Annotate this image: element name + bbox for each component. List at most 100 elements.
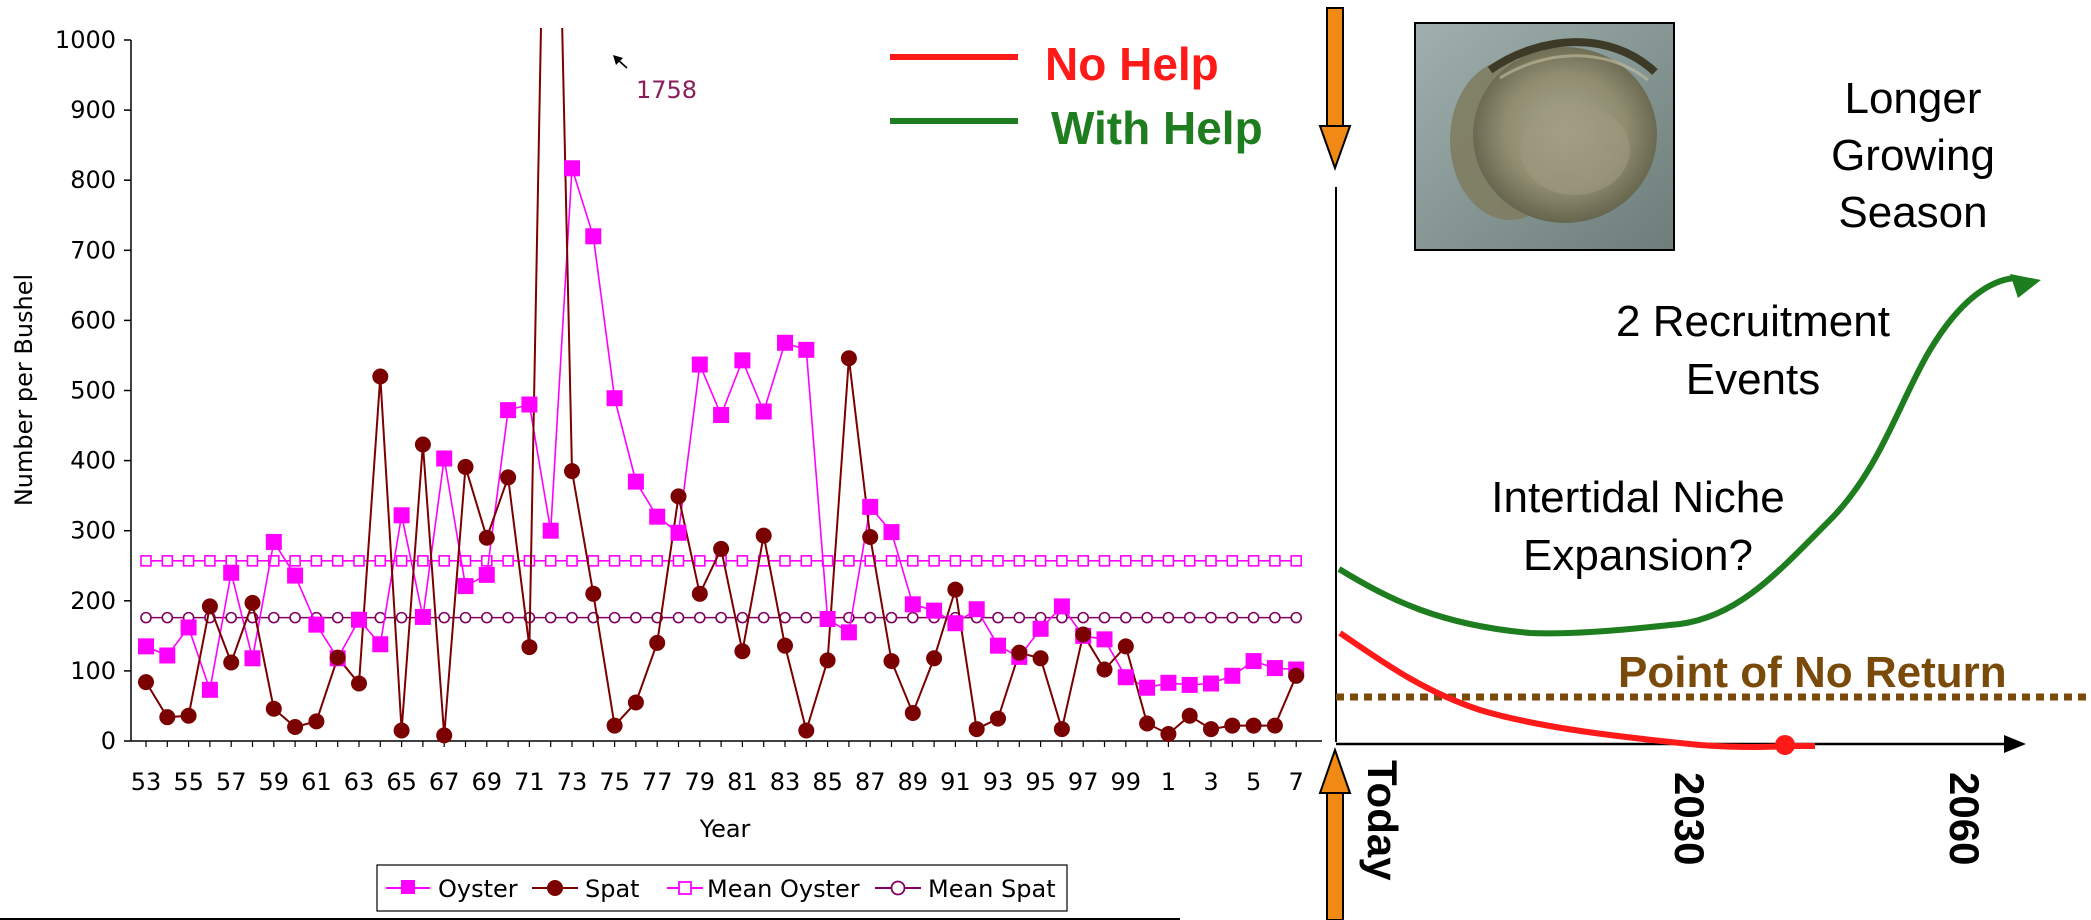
mean-spat-marker <box>331 611 344 624</box>
oyster-point <box>180 619 197 636</box>
spat-point <box>1266 717 1283 734</box>
oyster-point <box>201 681 218 698</box>
oyster-point <box>542 522 559 539</box>
mean-spat-marker <box>544 611 557 624</box>
oyster-point <box>990 637 1006 654</box>
y-tick-label: 700 <box>70 236 116 264</box>
y-tick-label: 300 <box>70 517 116 545</box>
mean-spat-marker <box>1205 611 1217 624</box>
spat-point <box>798 722 815 739</box>
mean-spat-marker <box>1269 611 1281 624</box>
spat-point <box>436 727 453 744</box>
x-tick-label: 55 <box>173 768 204 796</box>
oyster-point <box>1203 675 1219 692</box>
oyster-point <box>1224 667 1241 684</box>
mean-oyster-marker <box>246 555 259 567</box>
spat-point <box>1203 721 1219 738</box>
y-tick-label: 0 <box>101 727 116 755</box>
oyster-point <box>308 616 325 633</box>
square-marker-icon <box>401 880 415 894</box>
spat-point <box>393 722 410 739</box>
spat-point <box>585 585 602 602</box>
annotation-recruitment-line-1: 2 Recruitment <box>1616 297 1890 346</box>
oyster-point <box>627 473 644 490</box>
year-2030-label: 2030 <box>1666 772 1713 865</box>
oyster-point <box>926 602 943 619</box>
spat-point <box>1160 725 1177 742</box>
annotation-intertidal-line-2: Expansion? <box>1523 531 1753 580</box>
mean-oyster-marker <box>651 555 664 567</box>
x-axis-title: Year <box>699 815 751 843</box>
legend-label-oyster: Oyster <box>438 875 518 903</box>
chart-legend: Oyster Spat Mean Oyster Mean Spat <box>376 864 1068 912</box>
x-tick-label: 65 <box>386 768 417 796</box>
spat-point <box>564 463 580 480</box>
spat-point <box>1139 715 1156 732</box>
circle-marker-icon <box>547 880 563 896</box>
oyster-point <box>883 524 900 541</box>
y-tick-label: 800 <box>70 166 116 194</box>
x-tick-label: 79 <box>685 768 716 796</box>
with-help-curve <box>1337 275 2016 637</box>
x-tick-label: 53 <box>131 768 162 796</box>
mean-oyster-marker <box>1098 555 1111 567</box>
spat-point <box>457 458 474 475</box>
mean-oyster-marker <box>267 555 280 567</box>
y-tick-label: 200 <box>70 587 116 615</box>
spat-point <box>1245 717 1262 734</box>
mean-oyster-marker <box>1290 555 1302 567</box>
mean-oyster-marker <box>1077 555 1089 567</box>
oyster-point <box>521 396 538 413</box>
mean-spat-marker <box>757 611 770 624</box>
oyster-point <box>734 352 751 369</box>
oyster-point <box>1096 631 1113 648</box>
x-tick-label: 93 <box>983 768 1014 796</box>
mean-spat-marker <box>885 611 898 624</box>
oyster-point <box>436 450 453 467</box>
x-tick-label: 81 <box>727 768 758 796</box>
mean-oyster-marker <box>608 555 621 567</box>
oyster-point <box>1139 679 1156 696</box>
spat-point <box>670 488 687 505</box>
mean-oyster-marker <box>204 555 216 567</box>
spat-point <box>1117 638 1134 655</box>
mean-spat-marker <box>1077 611 1089 624</box>
oyster-point <box>457 578 474 595</box>
x-tick-label: 85 <box>812 768 843 796</box>
mean-oyster-marker <box>821 555 834 567</box>
oyster-point <box>414 608 431 625</box>
mean-oyster-marker <box>417 555 429 567</box>
up-arrow-icon <box>1318 746 1352 794</box>
oyster-point <box>862 498 879 515</box>
spat-point <box>372 368 389 385</box>
mean-oyster-marker <box>502 555 514 567</box>
mean-oyster-marker <box>1120 555 1132 567</box>
spat-point <box>1011 644 1028 661</box>
mean-oyster-marker <box>1013 555 1026 567</box>
mean-oyster-marker <box>544 555 557 567</box>
spat-point <box>478 529 495 546</box>
oyster-point <box>159 647 176 664</box>
mean-oyster-marker <box>843 555 855 567</box>
spike-annotation: 1758 <box>613 55 697 104</box>
mean-oyster-marker <box>587 555 600 567</box>
x-tick-label: 95 <box>1025 768 1056 796</box>
oyster-point <box>649 508 666 525</box>
spat-point <box>840 350 857 367</box>
legend-item-oyster: Oyster <box>386 875 518 903</box>
x-tick-label: 61 <box>301 768 332 796</box>
oyster-point <box>244 650 261 667</box>
mean-spat-marker <box>566 611 578 624</box>
legend-label-mean-spat: Mean Spat <box>928 875 1056 903</box>
annotation-season-line-2: Growing <box>1831 131 1995 180</box>
y-tick-labels: 0 100 200 300 400 500 600 700 800 900 1000 <box>55 26 131 755</box>
oyster-point <box>798 341 815 358</box>
spat-point <box>287 718 304 735</box>
mean-oyster-marker <box>1056 555 1068 567</box>
spat-point <box>180 707 197 724</box>
spat-point <box>1053 721 1070 738</box>
oyster-point <box>1053 598 1070 615</box>
y-axis-title: Number per Bushel <box>10 274 38 506</box>
spat-point <box>926 650 943 667</box>
